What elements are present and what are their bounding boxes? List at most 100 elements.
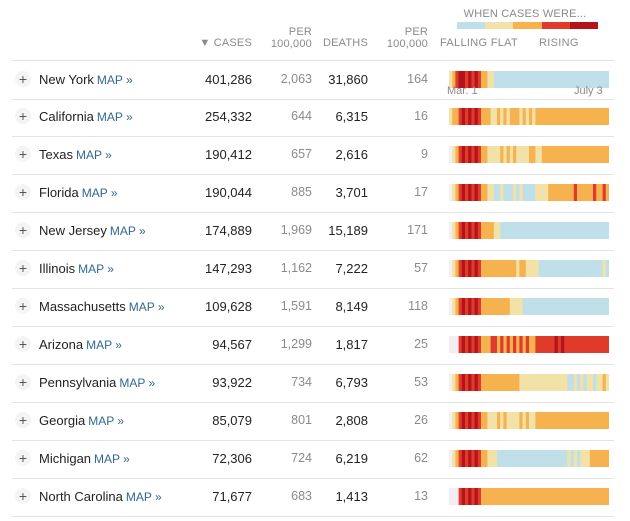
trend-day-cell xyxy=(474,298,479,315)
table-row[interactable]: + New York MAP » 401,286 2,063 31,860 164 xyxy=(12,60,614,100)
trend-day-cell xyxy=(529,450,533,467)
deaths-cell: 6,315 xyxy=(335,109,368,124)
trend-day-cell xyxy=(564,222,568,239)
trend-day-cell xyxy=(461,222,466,239)
trend-day-cell xyxy=(570,260,575,277)
trend-day-cell xyxy=(506,488,511,505)
trend-day-cell xyxy=(570,71,575,88)
table-row[interactable]: + Massachusetts MAP » 109,628 1,591 8,149 118 xyxy=(12,288,614,327)
trend-day-cell xyxy=(580,222,584,239)
expand-row-icon[interactable]: + xyxy=(15,412,31,428)
deaths-per-100k-cell: 164 xyxy=(407,72,428,86)
trend-day-cell xyxy=(545,260,549,277)
trend-day-cell xyxy=(596,222,600,239)
trend-day-cell xyxy=(522,71,527,88)
cases-column-header[interactable]: ▼ CASES xyxy=(192,37,252,49)
trend-day-cell xyxy=(484,260,488,277)
trend-day-cell xyxy=(567,412,571,429)
expand-row-icon[interactable]: + xyxy=(15,222,31,238)
trend-day-cell xyxy=(535,146,539,163)
trend-day-cell xyxy=(452,488,456,505)
trend-day-cell xyxy=(538,146,543,163)
trend-day-cell xyxy=(471,450,475,467)
trend-day-cell xyxy=(554,108,559,125)
trend-day-cell xyxy=(532,374,536,391)
map-link[interactable]: MAP » xyxy=(96,110,133,124)
trend-day-cell xyxy=(522,260,527,277)
trend-day-cell xyxy=(564,108,568,125)
trend-day-cell xyxy=(573,222,578,239)
expand-row-icon[interactable]: + xyxy=(15,298,31,314)
trend-day-cell xyxy=(593,222,597,239)
trend-day-cell xyxy=(564,374,568,391)
expand-row-icon[interactable]: + xyxy=(15,336,31,352)
trend-day-cell xyxy=(529,336,533,353)
trend-day-cell xyxy=(593,450,597,467)
trend-day-cell xyxy=(493,222,498,239)
table-row[interactable]: + Texas MAP » 190,412 657 2,616 9 xyxy=(12,136,614,175)
expand-row-icon[interactable]: + xyxy=(15,450,31,466)
legend-swatch-rising-mid xyxy=(541,22,570,29)
trend-day-cell xyxy=(513,412,517,429)
trend-day-cell xyxy=(561,374,565,391)
trend-day-cell xyxy=(461,146,466,163)
trend-day-cell xyxy=(538,488,543,505)
map-link[interactable]: MAP » xyxy=(75,148,112,162)
expand-row-icon[interactable]: + xyxy=(15,374,31,390)
expand-row-icon[interactable]: + xyxy=(15,71,31,87)
trend-day-cell xyxy=(535,298,539,315)
trend-day-cell xyxy=(602,146,607,163)
trend-day-cell xyxy=(484,71,488,88)
map-link[interactable]: MAP » xyxy=(88,414,125,428)
trend-day-cell xyxy=(532,184,536,201)
trend-day-cell xyxy=(589,260,594,277)
trend-day-cell xyxy=(567,488,571,505)
map-link[interactable]: MAP » xyxy=(96,73,133,87)
expand-row-icon[interactable]: + xyxy=(15,146,31,162)
trend-day-cell xyxy=(493,336,498,353)
state-name: New York xyxy=(39,72,94,87)
trend-day-cell xyxy=(589,146,594,163)
table-row[interactable]: + Florida MAP » 190,044 885 3,701 17 xyxy=(12,174,614,213)
table-row[interactable]: + North Carolina MAP » 71,677 683 1,413 13 xyxy=(12,478,614,517)
trend-day-cell xyxy=(522,298,527,315)
trend-day-cell xyxy=(500,336,504,353)
trend-day-cell xyxy=(567,146,571,163)
map-link[interactable]: MAP » xyxy=(81,186,118,200)
trend-day-cell xyxy=(503,450,507,467)
expand-row-icon[interactable]: + xyxy=(15,184,31,200)
trend-day-cell xyxy=(567,184,571,201)
trend-day-cell xyxy=(538,374,543,391)
trend-day-cell xyxy=(541,146,546,163)
trend-day-cell xyxy=(481,336,485,353)
trend-day-cell xyxy=(561,450,565,467)
table-row[interactable]: + Arizona MAP » 94,567 1,299 1,817 25 xyxy=(12,326,614,365)
trend-day-cell xyxy=(538,108,543,125)
table-row[interactable]: + Illinois MAP » 147,293 1,162 7,222 57 xyxy=(12,250,614,289)
table-row[interactable]: + New Jersey MAP » 174,889 1,969 15,189 171 xyxy=(12,212,614,251)
trend-day-cell xyxy=(589,184,594,201)
trend-day-cell xyxy=(545,298,549,315)
table-row[interactable]: + California MAP » 254,332 644 6,315 16 xyxy=(12,98,614,137)
expand-row-icon[interactable]: + xyxy=(15,488,31,504)
map-link[interactable]: MAP » xyxy=(86,338,122,352)
expand-row-icon[interactable]: + xyxy=(15,108,31,124)
table-row[interactable]: + Georgia MAP » 85,079 801 2,808 26 xyxy=(12,402,614,441)
table-row[interactable]: + Pennsylvania MAP » 93,922 734 6,793 53 xyxy=(12,364,614,403)
trend-day-cell xyxy=(548,488,552,505)
map-link[interactable]: MAP » xyxy=(119,376,156,390)
expand-row-icon[interactable]: + xyxy=(15,260,31,276)
trend-day-cell xyxy=(602,298,607,315)
map-link[interactable]: MAP » xyxy=(78,262,114,276)
trend-day-cell xyxy=(583,108,587,125)
map-link[interactable]: MAP » xyxy=(125,490,162,504)
map-link[interactable]: MAP » xyxy=(109,224,146,238)
deaths-per-100k-cell: 25 xyxy=(414,337,428,351)
trend-day-cell xyxy=(465,108,469,125)
table-row[interactable]: + Michigan MAP » 72,306 724 6,219 62 xyxy=(12,440,614,479)
map-link[interactable]: MAP » xyxy=(94,452,130,466)
map-link[interactable]: MAP » xyxy=(128,300,165,314)
trend-day-cell xyxy=(596,108,600,125)
trend-day-cell xyxy=(513,260,517,277)
trend-day-cell xyxy=(474,450,479,467)
